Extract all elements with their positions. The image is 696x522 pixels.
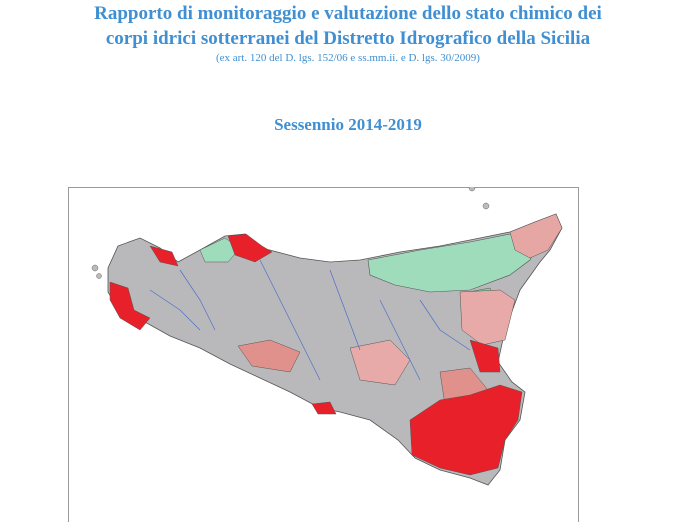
title-line: Rapporto di monitoraggio e valutazione d…: [94, 3, 602, 24]
period: Sessennio 2014-2019: [274, 115, 422, 134]
sicily: [91, 187, 563, 486]
map: [68, 187, 579, 522]
subtitle: (ex art. 120 del D. lgs. 152/06 e ss.mm.…: [216, 52, 480, 64]
title-line: corpi idrici sotterranei del Distretto I…: [105, 28, 591, 49]
